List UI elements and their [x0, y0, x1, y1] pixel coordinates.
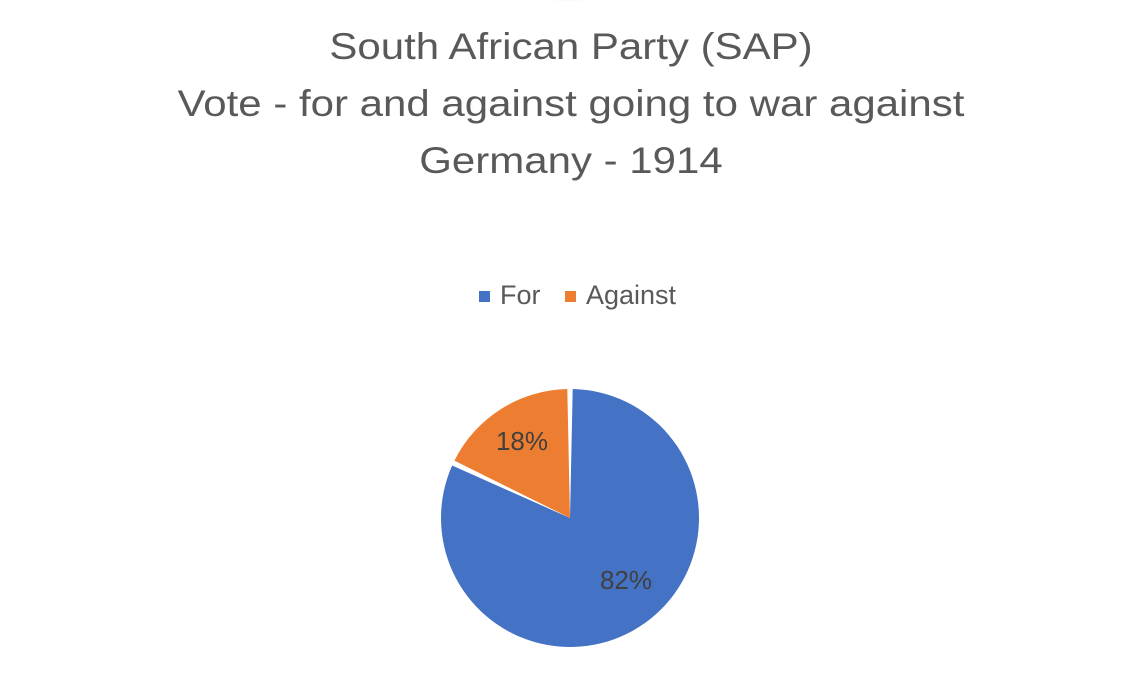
- svg-text:82%: 82%: [600, 565, 652, 595]
- svg-text:18%: 18%: [496, 426, 548, 456]
